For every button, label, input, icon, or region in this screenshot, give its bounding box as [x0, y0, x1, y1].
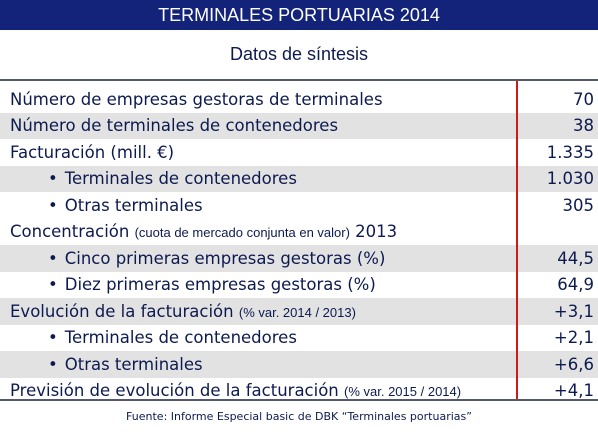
row-label: • Otras terminales: [48, 196, 203, 215]
summary-table: Número de empresas gestoras de terminale…: [0, 79, 598, 401]
row-value: 44,5: [557, 248, 594, 268]
row-label-text: Concentración: [10, 222, 135, 242]
row-value: +4,1: [553, 381, 594, 401]
column-divider: [516, 81, 518, 399]
row-value: 70: [573, 89, 594, 109]
row-label: Número de terminales de contenedores: [10, 116, 338, 135]
row-label: Evolución de la facturación (% var. 2014…: [10, 302, 356, 321]
page-title: TERMINALES PORTUARIAS 2014: [0, 0, 598, 30]
row-label: Facturación (mill. €): [10, 143, 174, 162]
row-label-text: Facturación (mill. €): [10, 142, 175, 162]
bullet-icon: •: [48, 354, 58, 374]
row-label: • Terminales de contenedores: [48, 328, 297, 347]
row-label-text: Otras terminales: [64, 354, 203, 374]
row-label-text: Previsión de evolución de la facturación: [10, 381, 345, 401]
table-row: Número de empresas gestoras de terminale…: [0, 86, 598, 113]
row-value: 64,9: [557, 275, 594, 295]
table-row: • Otras terminales 305: [0, 192, 598, 219]
table-row: • Cinco primeras empresas gestoras (%) 44,…: [0, 245, 598, 272]
bullet-icon: •: [48, 169, 58, 189]
row-label-text: Número de terminales de contenedores: [10, 116, 339, 136]
row-label-note: (cuota de mercado conjunta en valor): [134, 225, 350, 241]
bullet-icon: •: [48, 328, 58, 348]
row-label-text: Diez primeras empresas gestoras (%): [64, 275, 376, 295]
row-label-text: Evolución de la facturación: [10, 301, 239, 321]
table-row: Número de terminales de contenedores 38: [0, 112, 598, 139]
row-label-text: Cinco primeras empresas gestoras (%): [64, 248, 386, 268]
row-label-text: Número de empresas gestoras de terminale…: [10, 89, 383, 109]
row-label: Concentración (cuota de mercado conjunta…: [10, 222, 397, 241]
table-rows: Número de empresas gestoras de terminale…: [0, 86, 598, 404]
row-label-note: (% var. 2015 / 2014): [344, 384, 462, 400]
row-value: 1.030: [546, 169, 594, 189]
table-row: • Diez primeras empresas gestoras (%) 64,9: [0, 272, 598, 299]
row-label-text: Terminales de contenedores: [64, 169, 297, 189]
row-value: +6,6: [553, 354, 594, 374]
row-label: Número de empresas gestoras de terminale…: [10, 90, 383, 109]
table-subtitle: Datos de síntesis: [229, 44, 369, 64]
table-row: • Terminales de contenedores +2,1: [0, 325, 598, 352]
table-row: Previsión de evolución de la facturación…: [0, 378, 598, 405]
row-value: 38: [573, 116, 594, 136]
table-row: • Terminales de contenedores 1.030: [0, 165, 598, 192]
row-label: • Otras terminales: [48, 355, 203, 374]
row-label-text: Otras terminales: [64, 195, 203, 215]
bullet-icon: •: [48, 195, 58, 215]
table-row: Facturación (mill. €) 1.335: [0, 139, 598, 166]
table-row: • Otras terminales +6,6: [0, 351, 598, 378]
row-value: 1.335: [546, 142, 594, 162]
row-label: • Cinco primeras empresas gestoras (%): [48, 249, 385, 268]
row-label: • Diez primeras empresas gestoras (%): [48, 275, 376, 294]
row-label: • Terminales de contenedores: [48, 169, 297, 188]
table-row: Concentración (cuota de mercado conjunta…: [0, 219, 598, 246]
row-label-suffix: 2013: [349, 222, 398, 242]
row-value: +2,1: [553, 328, 594, 348]
bullet-icon: •: [48, 275, 58, 295]
row-label: Previsión de evolución de la facturación…: [10, 381, 461, 400]
bullet-icon: •: [48, 248, 58, 268]
row-label-text: Terminales de contenedores: [64, 328, 297, 348]
table-row: Evolución de la facturación (% var. 2014…: [0, 298, 598, 325]
row-label-note: (% var. 2014 / 2013): [238, 304, 356, 320]
row-value: +3,1: [553, 301, 594, 321]
row-value: 305: [562, 195, 595, 215]
source-note: Fuente: Informe Especial basic de DBK “T…: [126, 410, 472, 423]
